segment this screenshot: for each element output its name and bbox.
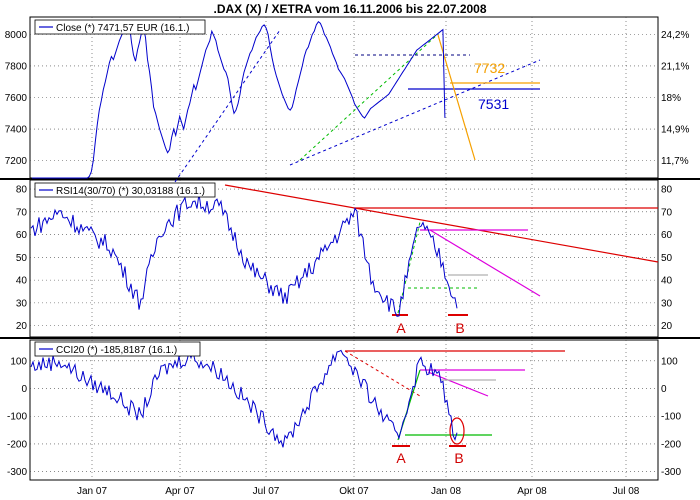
y-tick-label-left: 7600 — [5, 93, 28, 104]
y-tick-label-left: 7800 — [5, 61, 28, 72]
y-tick-label-right: -200 — [661, 439, 681, 450]
legend-label-2: RSI14(30/70) (*) 30,03188 (16.1.) — [56, 186, 205, 197]
y-tick-label-left: -200 — [7, 439, 27, 450]
y-tick-label-right: 21,1% — [661, 61, 689, 72]
y-tick-label-left: 0 — [21, 384, 27, 395]
y-tick-label-right: 0 — [661, 384, 667, 395]
panel-frames — [0, 16, 700, 481]
panel-frame-3 — [29, 339, 659, 481]
y-tick-label-right: 60 — [661, 230, 673, 241]
x-tick-label: Jan 08 — [431, 486, 461, 497]
x-tick-label: Apr 08 — [517, 486, 547, 497]
trendline-green-rsi — [397, 221, 421, 314]
legend-box-3 — [34, 341, 201, 357]
y-tick-labels: 8000 24,2%7800 21,1%7600 18%7400 14,9%7200 11… — [5, 30, 690, 478]
y-tick-label-left: 8000 — [5, 30, 28, 41]
legend-box-2 — [34, 182, 216, 198]
trendline-red-cci — [344, 350, 421, 397]
trendline-green-price — [299, 33, 439, 161]
price-level-label-7732: 7732 — [474, 60, 505, 76]
x-tick-label: Jul 08 — [613, 486, 640, 497]
trendline-magenta-rsi — [429, 229, 541, 297]
y-tick-label-right: -100 — [661, 412, 681, 423]
y-tick-label-left: 30 — [16, 298, 28, 309]
y-tick-label-left: 60 — [16, 230, 28, 241]
y-tick-label-right: 20 — [661, 321, 673, 332]
y-tick-label-left: 100 — [10, 356, 27, 367]
y-tick-label-right: 18% — [661, 93, 681, 104]
chart-title: .DAX (X) / XETRA vom 16.11.2006 bis 22.0… — [213, 2, 486, 16]
marker-label-a: A — [396, 320, 406, 336]
y-tick-label-right: 24,2% — [661, 30, 689, 41]
marker-label-b: B — [454, 450, 463, 466]
legend-label-1: Close (*) 7471,57 EUR (16.1.) — [56, 23, 189, 34]
y-tick-label-left: -100 — [7, 412, 27, 423]
marker-label-a: A — [396, 450, 406, 466]
series-line-rsi14 — [30, 193, 458, 317]
y-tick-label-left: -300 — [7, 467, 27, 478]
x-tick-label: Jan 07 — [77, 486, 107, 497]
y-tick-label-right: 70 — [661, 207, 673, 218]
y-tick-label-right: 40 — [661, 276, 673, 287]
y-tick-label-left: 20 — [16, 321, 28, 332]
series-line-cci20 — [30, 349, 458, 448]
y-tick-label-left: 70 — [16, 207, 28, 218]
projection-line-orange — [437, 34, 476, 161]
x-tick-label: Okt 07 — [339, 486, 369, 497]
y-tick-label-left: 50 — [16, 253, 28, 264]
y-tick-label-right: 11,7% — [661, 156, 689, 167]
x-tick-label: Apr 07 — [165, 486, 195, 497]
y-tick-label-right: -300 — [661, 467, 681, 478]
trendline-magenta-cci — [427, 371, 489, 397]
legend-box-1 — [34, 19, 206, 35]
y-tick-label-left: 40 — [16, 276, 28, 287]
y-tick-label-left: 7400 — [5, 125, 28, 136]
series-lines — [30, 20, 458, 448]
trendline-support-apr — [174, 29, 281, 183]
annotations: 7732 7531 A B A B — [396, 60, 509, 466]
legend-label-3: CCI20 (*) -185,8187 (16.1.) — [56, 345, 177, 356]
y-tick-label-right: 80 — [661, 185, 673, 196]
y-tick-label-right: 30 — [661, 298, 673, 309]
y-tick-label-left: 7200 — [5, 156, 28, 167]
marker-label-b: B — [455, 320, 464, 336]
trendline-red-rsi — [224, 184, 659, 263]
series-line-close — [32, 20, 446, 179]
y-tick-label-left: 80 — [16, 185, 28, 196]
highlight-ellipse-b — [449, 417, 465, 445]
x-tick-label: Jul 07 — [253, 486, 280, 497]
legends: Close (*) 7471,57 EUR (16.1.) RSI14(30/70… — [34, 19, 216, 357]
price-level-label-7531: 7531 — [478, 96, 509, 112]
y-tick-label-right: 14,9% — [661, 125, 689, 136]
y-tick-label-right: 50 — [661, 253, 673, 264]
x-tick-labels: Jan 07 Apr 07 Jul 07 Okt 07 Jan 08 Apr 08 Jul … — [77, 486, 640, 497]
y-tick-label-right: 100 — [661, 356, 678, 367]
